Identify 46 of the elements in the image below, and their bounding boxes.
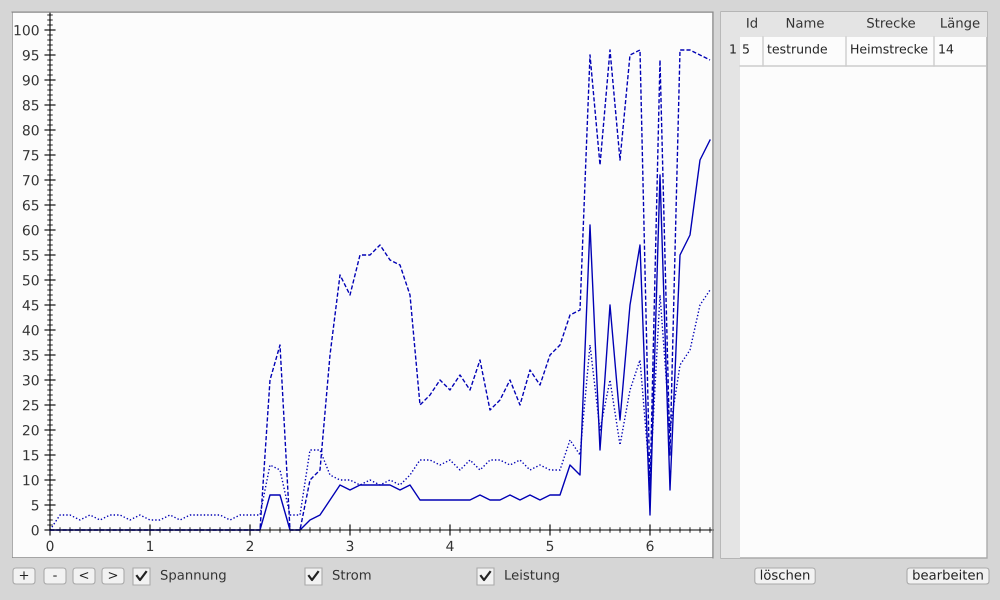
y-tick-label: 40	[22, 324, 39, 336]
y-tick-label: 65	[22, 200, 38, 210]
text: bearbeiten	[913, 570, 983, 580]
y-tick-label: 45	[22, 300, 38, 310]
y-tick-label: 15	[23, 450, 38, 460]
y-tick-label: 30	[22, 374, 39, 386]
y-tick-label: 90	[22, 74, 39, 86]
y-tick-label: 20	[22, 424, 39, 436]
y-tick-label: 80	[22, 124, 39, 136]
text: 1	[730, 44, 736, 54]
y-tick-label: 50	[22, 274, 39, 286]
y-tick-label: 85	[22, 100, 38, 110]
text: -	[53, 576, 57, 577]
text: <	[80, 572, 88, 580]
text: Id	[747, 18, 757, 28]
y-tick-label: 25	[22, 400, 38, 410]
x-tick-label: 1	[147, 540, 154, 551]
y-tick-label: 70	[23, 174, 39, 186]
text: 14	[939, 44, 954, 54]
y-tick-label: 95	[22, 50, 38, 60]
y-tick-label: 10	[23, 474, 39, 486]
x-tick-label: 5	[546, 540, 554, 552]
y-tick-label: 75	[23, 150, 38, 160]
x-tick-label: 6	[646, 540, 654, 552]
text: Name	[786, 18, 824, 28]
x-tick-label: 3	[346, 540, 354, 552]
text: Leistung	[505, 570, 559, 582]
text: Heimstrecke	[851, 44, 928, 54]
y-tick-label: 60	[22, 224, 39, 236]
text: >	[108, 572, 118, 580]
x-tick-label: 0	[46, 540, 54, 552]
text: Strom	[332, 570, 370, 580]
text: +	[20, 571, 28, 580]
x-tick-label: 4	[446, 540, 454, 551]
text: 5	[742, 44, 749, 54]
text: löschen	[760, 570, 810, 580]
y-tick-label: 0	[32, 524, 39, 536]
y-tick-label: 55	[22, 250, 38, 260]
y-tick-label: 5	[32, 500, 38, 510]
text: testrunde	[767, 44, 827, 54]
y-tick-label: 35	[22, 350, 38, 360]
x-tick-label: 2	[246, 540, 254, 551]
y-tick-label: 100	[14, 24, 39, 36]
text: Strecke	[867, 18, 915, 28]
text: Länge	[941, 18, 980, 30]
text: Spannung	[160, 570, 226, 582]
